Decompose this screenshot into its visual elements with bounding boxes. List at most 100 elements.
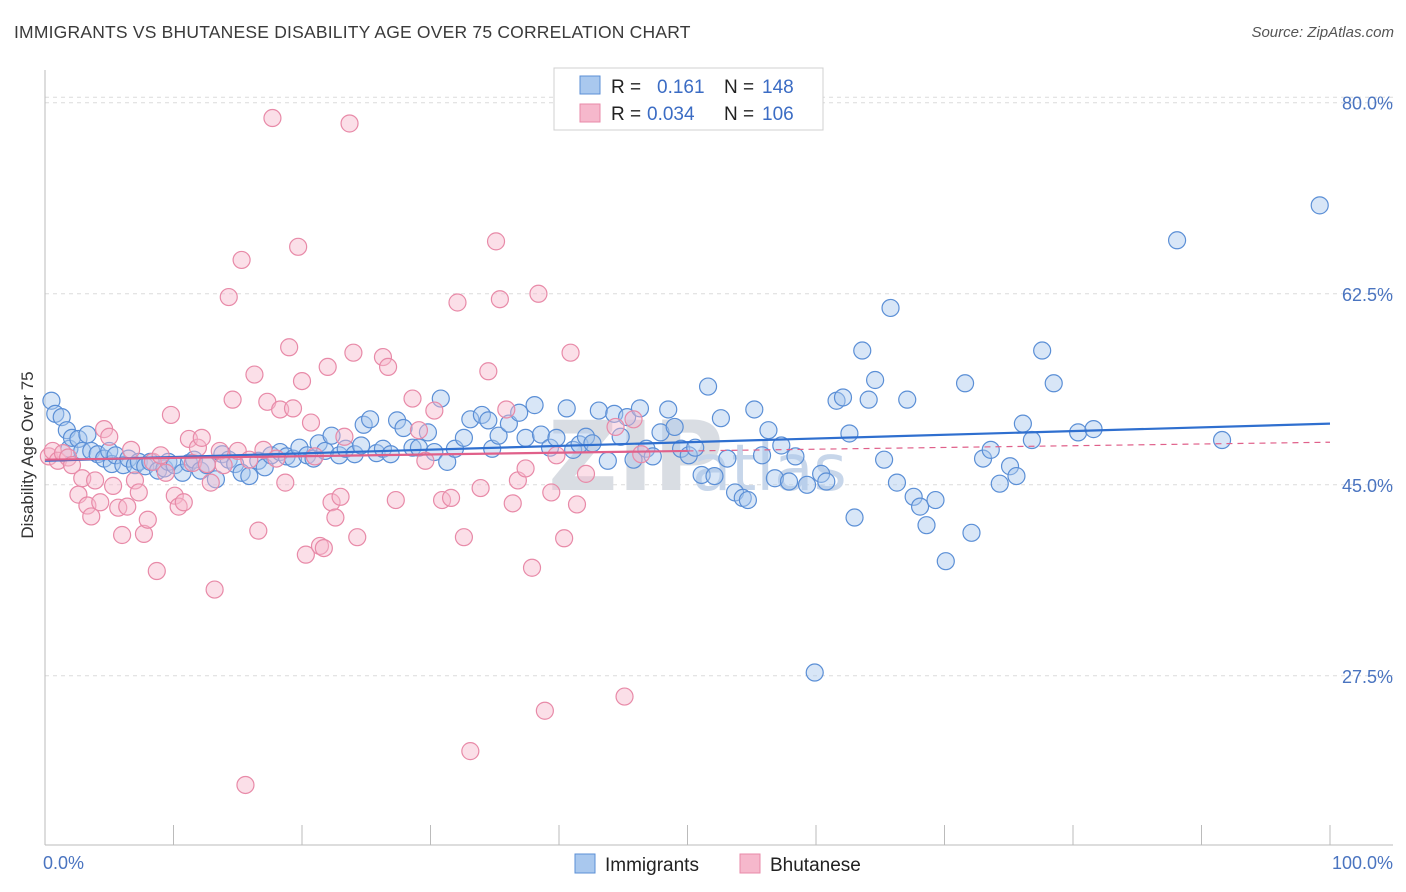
grid-lines <box>45 96 1393 677</box>
point-immigrants <box>686 438 705 457</box>
point-immigrants <box>718 449 737 468</box>
point-immigrants <box>387 411 407 430</box>
point-bhutanese <box>326 508 345 527</box>
point-immigrants <box>1044 374 1063 393</box>
point-bhutanese <box>535 701 554 720</box>
point-bhutanese <box>236 775 255 795</box>
legend-n-value-2: 106 <box>762 104 794 125</box>
point-immigrants <box>962 523 981 542</box>
point-bhutanese <box>165 486 184 505</box>
point-immigrants <box>786 447 805 466</box>
series-bhutanese <box>39 108 651 795</box>
point-bhutanese <box>479 362 498 381</box>
point-immigrants <box>853 341 872 360</box>
point-immigrants <box>738 490 757 510</box>
point-immigrants <box>840 424 859 443</box>
point-immigrants <box>479 411 498 430</box>
point-immigrants <box>765 469 784 488</box>
point-bhutanese <box>192 428 211 447</box>
point-immigrants <box>698 377 718 396</box>
point-bhutanese <box>386 490 405 510</box>
point-immigrants <box>1310 196 1329 215</box>
point-immigrants <box>898 390 917 409</box>
point-bhutanese <box>632 445 651 464</box>
point-immigrants <box>881 298 900 318</box>
point-immigrants <box>692 465 711 485</box>
point-bhutanese <box>490 290 509 309</box>
point-immigrants <box>817 472 836 491</box>
point-bhutanese <box>82 507 101 526</box>
point-immigrants <box>936 552 955 571</box>
y-tick-label-1: 45.0% <box>1342 476 1393 496</box>
point-immigrants <box>651 423 670 442</box>
point-immigrants <box>910 497 930 516</box>
point-bhutanese <box>86 471 105 490</box>
point-immigrants <box>1000 457 1020 476</box>
point-bhutanese <box>280 338 299 357</box>
source-label: Source: ZipAtlas.com <box>1251 24 1394 41</box>
point-bhutanese <box>425 401 444 420</box>
point-immigrants <box>1212 430 1232 450</box>
point-bhutanese <box>378 357 398 377</box>
point-immigrants <box>630 399 650 418</box>
y-tick-label-0: 27.5% <box>1342 667 1393 687</box>
point-bhutanese <box>606 417 625 437</box>
point-bhutanese <box>576 464 596 483</box>
point-immigrants <box>875 450 894 469</box>
bottom-legend-immigrants: Immigrants <box>605 855 699 876</box>
point-bhutanese <box>100 427 119 446</box>
point-immigrants <box>904 487 923 506</box>
point-immigrants <box>1013 414 1032 433</box>
y-axis-label: Disability Age Over 75 <box>18 371 37 538</box>
legend-r-value-1: 0.161 <box>657 77 705 98</box>
point-bhutanese <box>134 524 154 544</box>
point-immigrants <box>1167 231 1187 250</box>
point-immigrants <box>78 425 97 444</box>
point-immigrants <box>659 400 678 419</box>
point-bhutanese <box>373 347 393 367</box>
point-bhutanese <box>283 399 303 418</box>
point-bhutanese <box>249 521 268 540</box>
point-immigrants <box>797 475 817 494</box>
legend-n-label-2: N = <box>724 104 754 125</box>
point-bhutanese <box>147 561 166 581</box>
point-immigrants <box>69 429 88 449</box>
point-immigrants <box>461 410 480 429</box>
point-bhutanese <box>615 687 634 706</box>
point-bhutanese <box>156 463 175 482</box>
point-bhutanese <box>529 284 548 303</box>
point-bhutanese <box>555 529 574 548</box>
point-bhutanese <box>301 413 321 432</box>
point-bhutanese <box>174 493 193 512</box>
point-immigrants <box>547 428 566 447</box>
point-bhutanese <box>516 459 535 478</box>
point-bhutanese <box>104 476 123 495</box>
point-bhutanese <box>205 580 224 599</box>
point-bhutanese <box>289 237 308 256</box>
point-bhutanese <box>91 493 110 512</box>
point-bhutanese <box>296 545 315 564</box>
point-bhutanese <box>151 446 170 465</box>
y-tick-label-3: 80.0% <box>1342 94 1393 114</box>
point-bhutanese <box>547 446 566 465</box>
legend-swatch-bhutanese <box>579 103 601 123</box>
point-bhutanese <box>223 390 242 409</box>
point-immigrants <box>955 374 975 393</box>
point-bhutanese <box>454 528 474 547</box>
point-immigrants <box>589 401 608 420</box>
trend-line-bhutanese-dashed <box>687 441 1331 452</box>
point-bhutanese <box>118 497 137 516</box>
point-immigrants <box>833 388 853 407</box>
point-immigrants <box>361 410 380 429</box>
trend-lines <box>44 422 1331 462</box>
point-immigrants <box>557 399 576 418</box>
point-immigrants <box>516 428 535 447</box>
point-immigrants <box>352 436 371 455</box>
point-bhutanese <box>448 293 467 312</box>
legend-n-label-1: N = <box>724 77 754 98</box>
point-bhutanese <box>276 473 295 492</box>
point-bhutanese <box>567 495 587 514</box>
point-immigrants <box>759 421 778 440</box>
point-immigrants <box>745 400 764 419</box>
